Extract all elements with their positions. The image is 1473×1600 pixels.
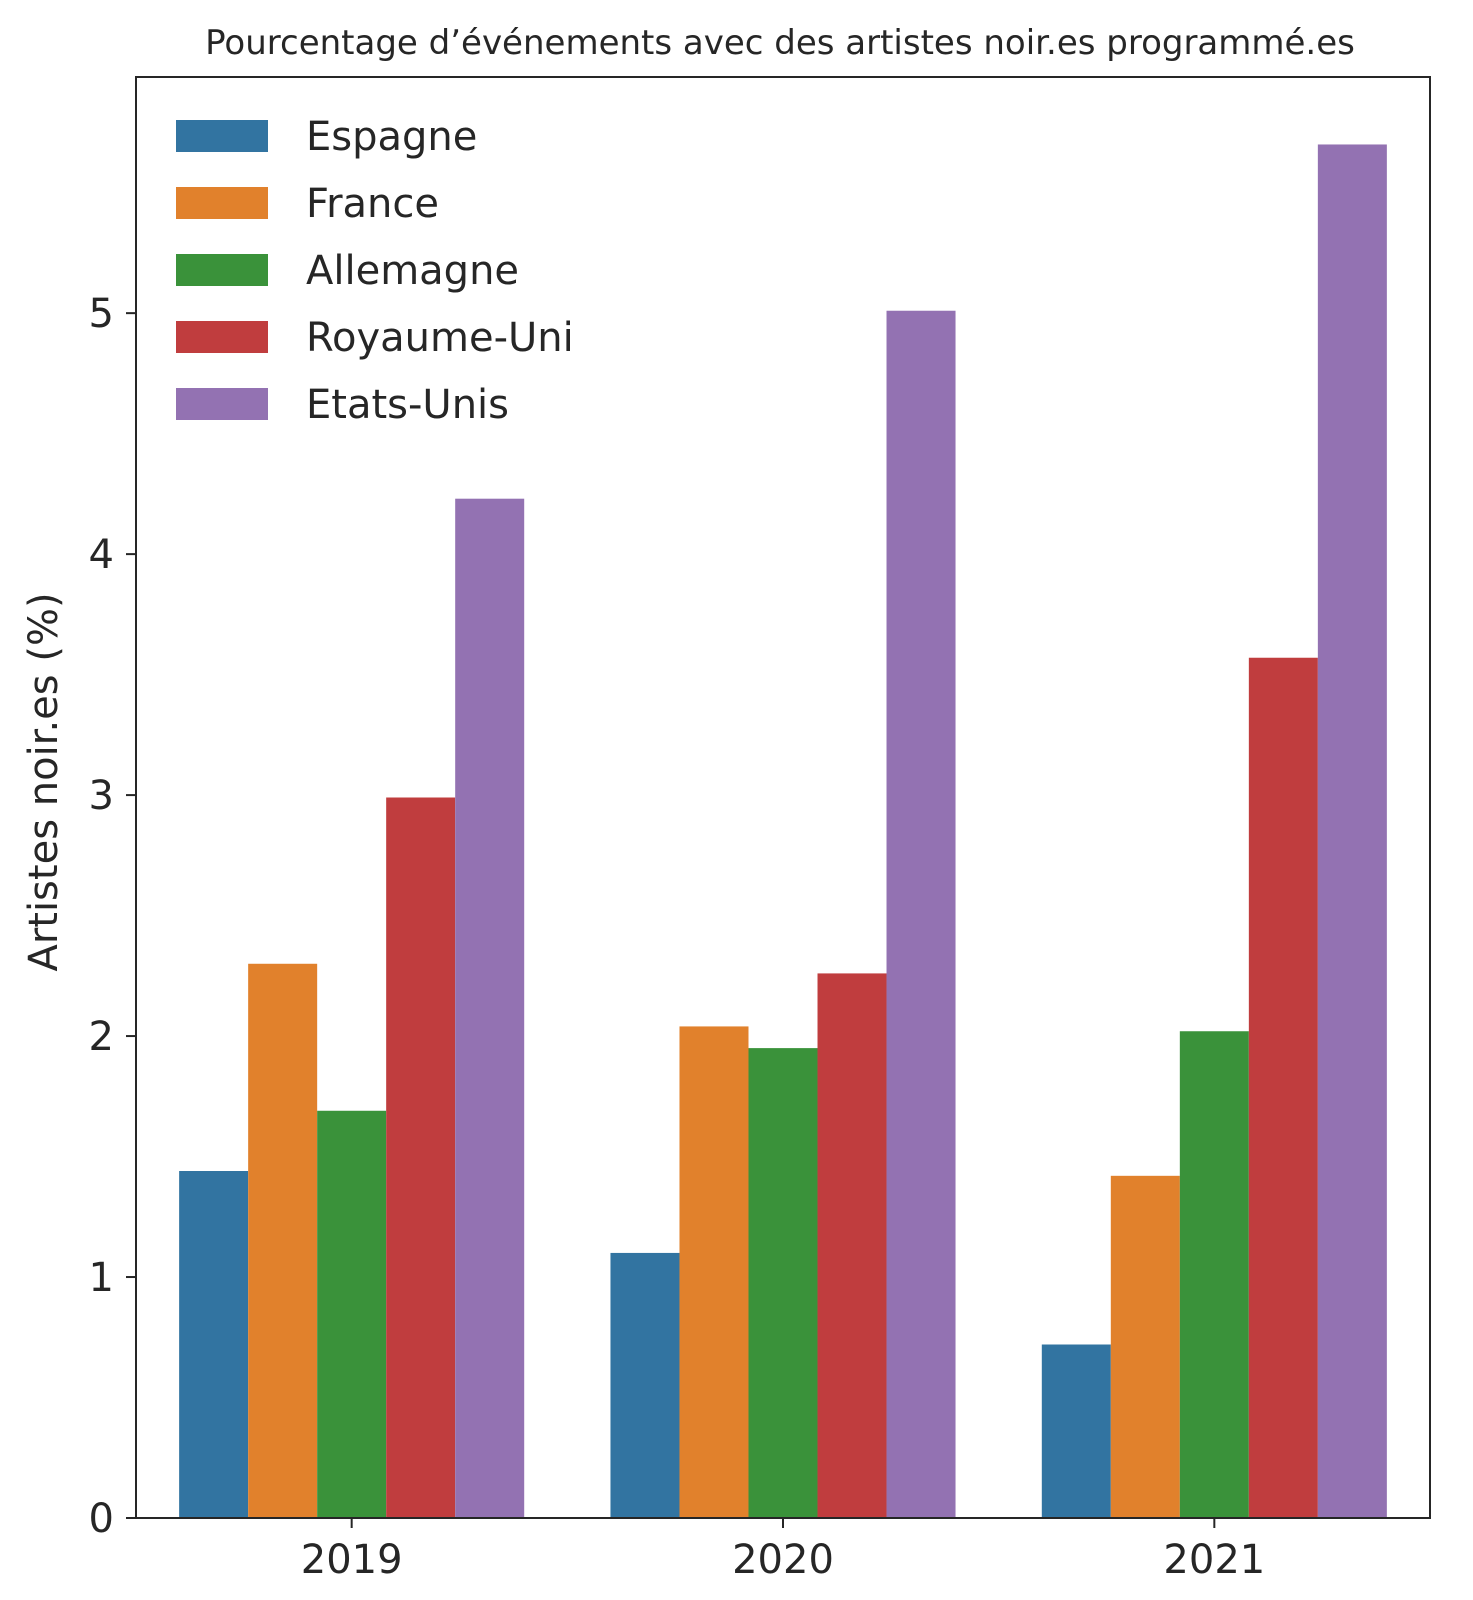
- bar-allemagne-2020: [748, 1048, 818, 1518]
- legend: Espagne France Allemagne Royaume-Uni Etats-U…: [176, 114, 574, 428]
- bar-espagne-2019: [179, 1171, 249, 1518]
- bar-allemagne-2019: [317, 1110, 387, 1518]
- bar-etats-unis-2020: [886, 310, 956, 1518]
- x-tick-label: 2020: [732, 1537, 834, 1583]
- plot-frame: [135, 76, 1431, 1519]
- y-tick-label: 3: [89, 773, 114, 819]
- chart-title: Pourcentage d’événements avec des artist…: [205, 23, 1355, 63]
- x-tick-label: 2021: [1163, 1537, 1265, 1583]
- bar-allemagne-2021: [1179, 1031, 1249, 1518]
- bar-france-2021: [1110, 1175, 1180, 1518]
- y-tick-label: 2: [89, 1014, 114, 1060]
- legend-label: Etats-Unis: [306, 382, 509, 428]
- axes-group: 0 1 2 3 4 5 2019 2020 2021: [89, 291, 1266, 1583]
- bar-france-2019: [248, 963, 318, 1518]
- legend-swatch: [176, 321, 268, 353]
- bars-group: [179, 144, 1387, 1519]
- legend-swatch: [176, 120, 268, 152]
- y-tick-label: 1: [89, 1255, 114, 1301]
- bar-etats-unis-2019: [455, 498, 525, 1518]
- bar-royaume-uni-2020: [817, 973, 887, 1518]
- y-tick-label: 0: [89, 1496, 114, 1542]
- y-tick-label: 4: [89, 532, 114, 578]
- legend-label: Royaume-Uni: [306, 315, 574, 361]
- bar-royaume-uni-2021: [1248, 657, 1318, 1518]
- legend-swatch: [176, 388, 268, 420]
- bar-royaume-uni-2019: [386, 797, 456, 1518]
- y-tick-label: 5: [89, 291, 114, 337]
- bar-etats-unis-2021: [1317, 144, 1387, 1519]
- bar-france-2020: [679, 1026, 749, 1518]
- y-axis-label: Artistes noir.es (%): [21, 592, 67, 971]
- legend-label: Allemagne: [306, 248, 519, 294]
- legend-label: Espagne: [306, 114, 477, 160]
- bar-espagne-2021: [1041, 1344, 1111, 1518]
- legend-swatch: [176, 187, 268, 219]
- bar-espagne-2020: [610, 1252, 680, 1518]
- legend-label: France: [306, 181, 439, 227]
- legend-swatch: [176, 254, 268, 286]
- x-tick-label: 2019: [301, 1537, 403, 1583]
